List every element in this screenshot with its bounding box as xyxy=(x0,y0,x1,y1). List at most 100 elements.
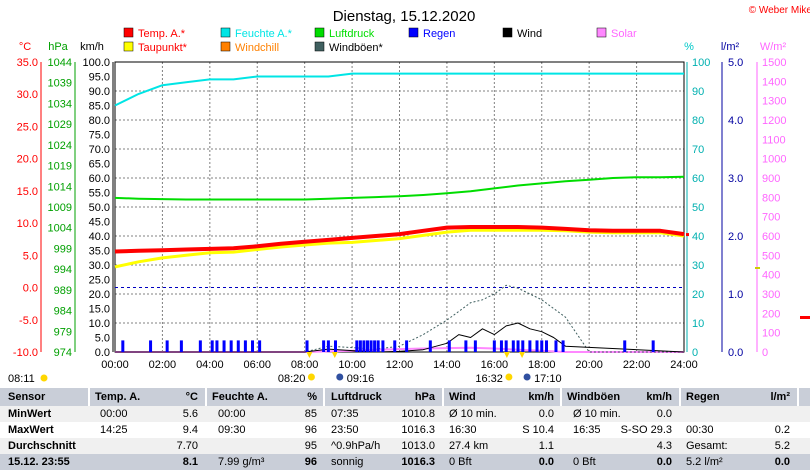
rain-bar xyxy=(554,340,558,352)
kmh-tick: 75.0 xyxy=(89,130,110,142)
x-tick: 04:00 xyxy=(196,359,224,371)
right-edge-marker xyxy=(800,316,810,319)
pct-tick: 90 xyxy=(692,86,704,98)
prev-sunset-label: 08:11 xyxy=(8,373,35,385)
table-cell-w-time: 27.4 km xyxy=(449,440,489,452)
sun-marker-triangle xyxy=(331,352,338,358)
table-cell-w-val: S 10.4 xyxy=(522,424,554,436)
table-cell-w-val: 0.0 xyxy=(538,456,554,468)
kmh-tick: 15.0 xyxy=(89,304,110,316)
wm2-tick: 900 xyxy=(762,173,780,185)
table-cell-b-time: 0 Bft xyxy=(573,456,596,468)
temp-tick: 0.0 xyxy=(23,283,38,295)
header-temp: Temp. A. xyxy=(95,391,141,403)
rain-bar xyxy=(428,340,432,352)
rain-bar xyxy=(362,340,366,352)
header-sensor: Sensor xyxy=(8,391,46,403)
table-cell-r-time: 00:30 xyxy=(686,424,714,436)
rain-bar xyxy=(210,340,214,352)
sun-marker-label: 09:16 xyxy=(347,373,375,385)
kmh-tick: 85.0 xyxy=(89,101,110,113)
temp-tick: 10.0 xyxy=(17,218,38,230)
wm2-tick: 500 xyxy=(762,250,780,262)
chart-legend: Temp. A.* Feuchte A.* Luftdruck Regen Wind So… xyxy=(123,27,637,54)
sun-marker-icon xyxy=(307,373,315,381)
kmh-tick: 10.0 xyxy=(89,318,110,330)
x-tick: 14:00 xyxy=(433,359,461,371)
rain-bar xyxy=(393,340,397,352)
table-cell-l-time: 07:35 xyxy=(331,408,359,420)
pct-tick: 0 xyxy=(692,347,698,359)
rain-bar xyxy=(405,340,409,352)
rain-bar xyxy=(229,340,233,352)
lm2-tick: 1.0 xyxy=(728,289,743,301)
legend-label: Taupunkt* xyxy=(138,42,188,54)
chart-title: Dienstag, 15.12.2020 xyxy=(333,8,476,25)
rain-bar xyxy=(540,340,544,352)
table-cell-b-val: S-SO 29.3 xyxy=(620,424,672,436)
rain-bar xyxy=(258,340,262,352)
kmh-tick: 30.0 xyxy=(89,260,110,272)
rain-bar xyxy=(511,340,515,352)
temp-tick: 5.0 xyxy=(23,250,38,262)
header-windboeen-unit: km/h xyxy=(646,391,672,403)
kmh-tick: 45.0 xyxy=(89,217,110,229)
rain-bar xyxy=(236,340,240,352)
kmh-tick: 5.0 xyxy=(95,333,110,345)
table-cell-l-val: 1013.0 xyxy=(401,440,435,452)
table-cell-l-time: ^0.9hPa/h xyxy=(331,440,381,452)
kmh-tick: 40.0 xyxy=(89,231,110,243)
legend-label: Windböen* xyxy=(329,42,384,54)
table-cell-t-val: 8.1 xyxy=(182,456,198,468)
x-tick: 10:00 xyxy=(338,359,366,371)
rain-bar xyxy=(369,340,373,352)
rain-bar xyxy=(165,340,169,352)
table-cell-r-val: 0.2 xyxy=(774,424,790,436)
header-feuchte-unit: % xyxy=(307,391,317,403)
hpa-tick: 999 xyxy=(54,243,72,255)
legend-label: Temp. A.* xyxy=(138,28,186,40)
legend-swatch xyxy=(408,27,419,38)
temp-tick: -10.0 xyxy=(13,347,38,359)
rain-bar xyxy=(326,340,330,352)
rain-bar xyxy=(373,340,377,352)
x-tick: 20:00 xyxy=(575,359,603,371)
hpa-tick: 1039 xyxy=(48,78,72,90)
rain-bar xyxy=(198,340,202,352)
axis-label-kmh: km/h xyxy=(80,41,104,53)
pct-tick: 20 xyxy=(692,289,704,301)
weather-chart: Dienstag, 15.12.2020 © Weber Mike Temp. … xyxy=(8,5,810,385)
x-tick: 16:00 xyxy=(481,359,509,371)
axis-ticks: 35.0 30.0 25.0 20.0 15.0 10.0 5.0 0.0 -5.0 -10.0 1… xyxy=(13,57,787,359)
rain-bar xyxy=(322,340,326,352)
lm2-tick: 2.0 xyxy=(728,231,743,243)
wm2-tick: 0 xyxy=(762,347,768,359)
legend-swatch xyxy=(314,27,325,38)
kmh-tick: 100.0 xyxy=(82,57,110,69)
rain-bar xyxy=(215,340,219,352)
hpa-tick: 989 xyxy=(54,285,72,297)
temp-tick: 30.0 xyxy=(17,89,38,101)
rain-bar xyxy=(464,340,468,352)
kmh-tick: 35.0 xyxy=(89,246,110,258)
pct-tick: 10 xyxy=(692,318,704,330)
legend-label: Regen xyxy=(423,28,455,40)
wm2-tick: 600 xyxy=(762,231,780,243)
hpa-tick: 984 xyxy=(54,306,72,318)
x-tick: 18:00 xyxy=(528,359,556,371)
legend-swatch xyxy=(220,41,231,52)
pct-tick: 100 xyxy=(692,57,710,69)
header-feuchte: Feuchte A. xyxy=(212,391,268,403)
sun-markers: 08:20 09:16 16:32 17:10 08:11 xyxy=(8,352,562,385)
table-cell-l-val: 1010.8 xyxy=(401,408,435,420)
lm2-tick: 5.0 xyxy=(728,57,743,69)
wm2-tick: 1300 xyxy=(762,96,786,108)
sun-marker-triangle xyxy=(503,352,510,358)
x-tick: 00:00 xyxy=(101,359,129,371)
x-tick: 22:00 xyxy=(623,359,651,371)
x-tick: 12:00 xyxy=(386,359,414,371)
rain-bar xyxy=(561,340,565,352)
x-tick: 24:00 xyxy=(670,359,698,371)
table-row: 15.12. 23:55 8.1 7.99 g/m³ 96 sonnig 1016.3 0 … xyxy=(0,454,810,470)
hpa-tick: 974 xyxy=(54,347,72,359)
